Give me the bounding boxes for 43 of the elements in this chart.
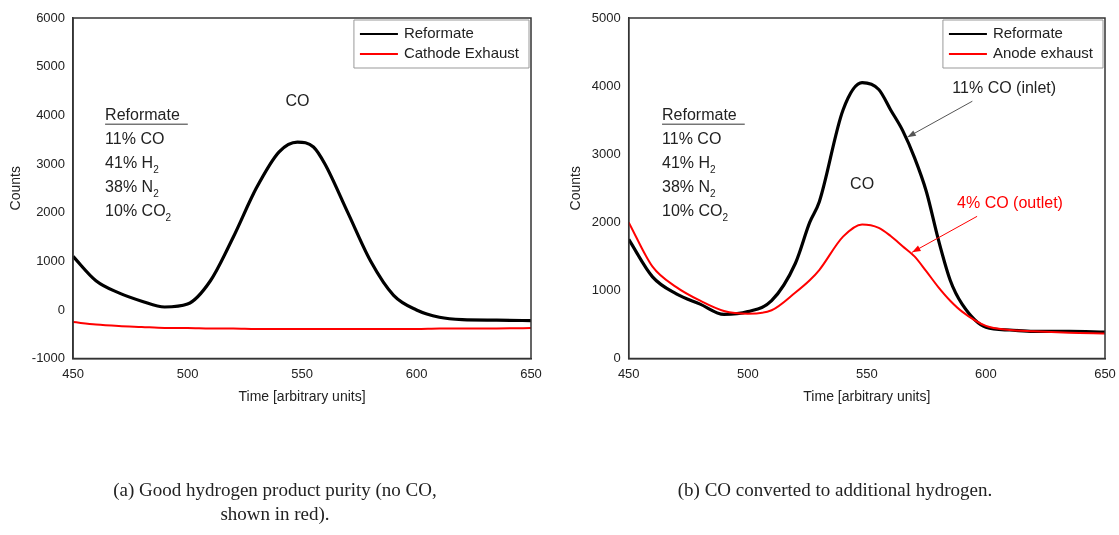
y-tick-label: 1000 <box>36 252 66 268</box>
annotation: CO <box>285 92 310 110</box>
legend-label: Reformate <box>403 24 474 42</box>
text: (a) Good hydrogen product purity (no CO, shown in red). <box>112 478 438 526</box>
text: (b) CO converted to additional hydrogen. <box>676 478 994 502</box>
y-tick-label: 0 <box>57 301 66 317</box>
x-tick-label: 500 <box>176 365 199 381</box>
y-tick-label: 4000 <box>36 106 66 122</box>
y-axis-title: Counts <box>567 166 584 211</box>
legend-label: Cathode Exhaust <box>403 44 520 62</box>
annotation: 4% CO (outlet) <box>957 194 1063 212</box>
y-tick-label: 5000 <box>36 58 66 74</box>
annotation: 11% CO <box>662 130 722 148</box>
annotation: 11% CO <box>105 130 165 148</box>
legend-label: Reformate <box>992 24 1063 42</box>
x-tick-label: 450 <box>617 365 640 381</box>
x-tick-label: 500 <box>736 365 759 381</box>
annotation: 11% CO (inlet) <box>952 79 1057 97</box>
y-tick-label: 2000 <box>36 204 66 220</box>
y-axis-title: Counts <box>7 166 24 211</box>
legend-label: Anode exhaust <box>992 44 1094 62</box>
line-series <box>73 321 531 330</box>
annotation: Reformate <box>662 106 737 124</box>
y-tick-label: 0 <box>613 350 621 366</box>
x-tick-label: 650 <box>1094 365 1116 381</box>
y-tick-label: -1000 <box>31 350 66 366</box>
y-tick-label: 3000 <box>36 155 66 171</box>
y-tick-label: 4000 <box>591 77 621 93</box>
annotation: Reformate <box>105 106 180 124</box>
x-tick-label: 600 <box>405 365 428 381</box>
y-tick-label: 5000 <box>591 9 621 25</box>
x-tick-label: 450 <box>62 365 84 381</box>
x-tick-label: 600 <box>975 365 997 381</box>
y-tick-label: 2000 <box>591 213 621 229</box>
x-tick-label: 550 <box>291 365 313 381</box>
x-tick-label: 650 <box>520 365 542 381</box>
y-tick-label: 6000 <box>36 9 66 25</box>
annotation: CO <box>850 174 875 192</box>
y-tick-label: 3000 <box>591 145 621 161</box>
x-axis-title: Time [arbitrary units] <box>238 388 366 405</box>
x-tick-label: 550 <box>856 365 878 381</box>
y-tick-label: 1000 <box>591 282 621 298</box>
x-axis-title: Time [arbitrary units] <box>803 388 931 405</box>
